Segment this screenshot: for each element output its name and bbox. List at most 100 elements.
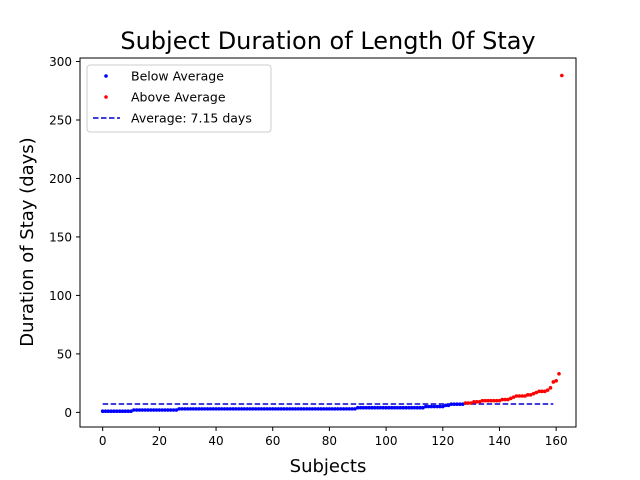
below-average-point <box>231 407 235 411</box>
below-average-point <box>435 404 439 409</box>
below-average-point <box>106 409 111 414</box>
legend-marker-above-average <box>104 95 108 99</box>
below-average-point <box>293 407 298 411</box>
legend-label-below-average: Below Average <box>131 69 224 84</box>
below-average-point <box>205 407 210 411</box>
below-average-point <box>389 405 394 410</box>
below-average-point <box>443 403 448 408</box>
below-average-point <box>140 408 145 412</box>
below-average-point <box>151 408 156 412</box>
below-average-point <box>316 407 320 411</box>
above-average-point <box>528 393 533 397</box>
x-tick-label: 40 <box>208 434 223 448</box>
below-average-point <box>353 407 357 411</box>
below-average-point <box>115 409 119 414</box>
below-average-point <box>154 408 159 412</box>
below-average-point <box>185 407 190 411</box>
below-average-point <box>307 407 312 411</box>
above-average-point <box>489 398 493 403</box>
data-layer <box>100 73 564 414</box>
below-average-point <box>344 407 349 411</box>
below-average-point <box>217 407 221 411</box>
above-average-point <box>543 389 547 394</box>
above-average-point <box>509 396 513 401</box>
below-average-point <box>126 409 130 414</box>
below-average-point <box>367 405 371 410</box>
below-average-point <box>112 409 116 414</box>
y-tick-label: 0 <box>64 406 72 420</box>
below-average-point <box>273 407 278 411</box>
below-average-point <box>341 407 346 411</box>
above-average-point <box>540 389 544 394</box>
below-average-point <box>327 407 332 411</box>
x-tick-label: 120 <box>431 434 454 448</box>
below-average-point <box>163 408 167 412</box>
below-average-point <box>460 402 465 406</box>
y-tick-label: 200 <box>49 172 72 186</box>
below-average-point <box>401 405 405 410</box>
below-average-point <box>338 407 343 411</box>
below-average-point <box>378 405 383 410</box>
below-average-point <box>452 402 456 406</box>
below-average-point <box>168 408 173 412</box>
below-average-point <box>268 407 272 411</box>
below-average-point <box>319 407 323 411</box>
below-average-point <box>287 407 292 411</box>
above-average-point <box>520 394 524 398</box>
below-average-point <box>375 405 380 410</box>
below-average-point <box>253 407 258 411</box>
below-average-point <box>299 407 303 411</box>
below-average-point <box>234 407 238 411</box>
below-average-point <box>412 405 417 410</box>
x-tick-label: 20 <box>152 434 167 448</box>
below-average-point <box>160 408 164 412</box>
y-axis-label: Duration of Stay (days) <box>17 137 38 346</box>
below-average-point <box>290 407 295 411</box>
x-tick-label: 140 <box>488 434 511 448</box>
below-average-point <box>438 404 442 409</box>
below-average-point <box>395 405 400 410</box>
above-average-point <box>475 400 479 404</box>
below-average-point <box>100 409 105 414</box>
below-average-point <box>109 409 113 414</box>
below-average-point <box>333 407 337 411</box>
below-average-point <box>350 407 354 411</box>
chart-title: Subject Duration of Length 0f Stay <box>120 27 535 55</box>
below-average-point <box>313 407 318 411</box>
x-tick-label: 0 <box>99 434 107 448</box>
above-average-point <box>486 398 490 403</box>
below-average-point <box>171 408 176 412</box>
legend-box <box>86 64 272 133</box>
tick-layer: 0 20 40 60 80 100 120 140 160 0 50 100 150 200 250 300 <box>49 55 568 448</box>
below-average-point <box>177 407 181 411</box>
below-average-point <box>361 405 366 410</box>
y-tick-label: 250 <box>49 113 72 127</box>
below-average-point <box>251 407 255 411</box>
below-average-point <box>236 407 241 411</box>
legend-label-above-average: Above Average <box>131 90 226 105</box>
below-average-point <box>256 407 261 411</box>
y-tick-label: 50 <box>57 347 72 361</box>
above-average-point <box>517 394 522 398</box>
above-average-point <box>492 398 496 403</box>
above-average-point <box>483 398 488 403</box>
below-average-point <box>285 407 289 411</box>
below-average-point <box>211 407 216 411</box>
above-average-point <box>511 395 516 399</box>
legend: Below Average Above Average Average: 7.1… <box>86 64 272 133</box>
below-average-point <box>302 407 306 411</box>
below-average-point <box>387 405 391 410</box>
below-average-point <box>191 407 196 411</box>
x-axis-label: Subjects <box>290 456 367 477</box>
below-average-point <box>228 407 233 411</box>
above-average-point <box>469 401 473 405</box>
legend-marker-below-average <box>104 74 108 78</box>
above-average-point <box>503 397 507 402</box>
below-average-point <box>149 408 153 412</box>
below-average-point <box>381 405 386 410</box>
below-average-point <box>174 408 179 412</box>
below-average-point <box>200 407 204 411</box>
below-average-point <box>440 404 445 409</box>
below-average-point <box>336 407 340 411</box>
above-average-point <box>477 400 482 404</box>
